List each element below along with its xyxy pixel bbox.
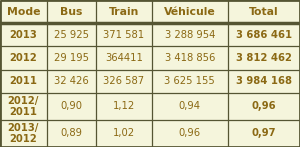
Bar <box>228 23 300 46</box>
Text: Véhicule: Véhicule <box>164 7 216 17</box>
Bar <box>152 70 228 93</box>
Text: 2011: 2011 <box>9 76 37 86</box>
Text: 0,89: 0,89 <box>60 128 82 138</box>
Text: 2012/
2011: 2012/ 2011 <box>8 96 39 117</box>
Bar <box>228 0 300 23</box>
Text: 1,12: 1,12 <box>112 101 135 111</box>
Bar <box>152 93 228 120</box>
Text: 25 925: 25 925 <box>54 30 89 40</box>
Bar <box>0 70 46 93</box>
Text: 3 625 155: 3 625 155 <box>164 76 215 86</box>
Text: 2013: 2013 <box>9 30 37 40</box>
Bar <box>228 46 300 70</box>
Bar <box>228 93 300 120</box>
Text: Mode: Mode <box>7 7 40 17</box>
Text: 1,02: 1,02 <box>113 128 135 138</box>
Text: 3 288 954: 3 288 954 <box>165 30 215 40</box>
Bar <box>152 120 228 147</box>
Bar <box>152 46 228 70</box>
Bar <box>0 93 46 120</box>
Bar <box>152 0 228 23</box>
Bar <box>0 23 46 46</box>
Text: 0,96: 0,96 <box>179 128 201 138</box>
Text: 32 426: 32 426 <box>54 76 88 86</box>
Bar <box>96 93 152 120</box>
Bar <box>46 120 96 147</box>
Bar <box>0 46 46 70</box>
Text: 3 418 856: 3 418 856 <box>165 53 215 63</box>
Bar <box>0 120 46 147</box>
Text: 0,96: 0,96 <box>252 101 276 111</box>
Text: 2013/
2012: 2013/ 2012 <box>8 123 39 144</box>
Text: 0,97: 0,97 <box>252 128 276 138</box>
Bar <box>96 120 152 147</box>
Bar <box>46 0 96 23</box>
Text: 29 195: 29 195 <box>54 53 89 63</box>
Bar <box>96 0 152 23</box>
Bar <box>96 70 152 93</box>
Text: 326 587: 326 587 <box>103 76 144 86</box>
Bar <box>46 93 96 120</box>
Text: 3 686 461: 3 686 461 <box>236 30 292 40</box>
Bar <box>96 46 152 70</box>
Bar <box>46 70 96 93</box>
Text: 3 984 168: 3 984 168 <box>236 76 292 86</box>
Text: 371 581: 371 581 <box>103 30 144 40</box>
Bar <box>228 120 300 147</box>
Bar <box>152 23 228 46</box>
Bar <box>46 46 96 70</box>
Text: 364411: 364411 <box>105 53 143 63</box>
Text: 3 812 462: 3 812 462 <box>236 53 292 63</box>
Text: Bus: Bus <box>60 7 82 17</box>
Bar <box>46 23 96 46</box>
Text: Train: Train <box>109 7 139 17</box>
Text: Total: Total <box>249 7 279 17</box>
Text: 2012: 2012 <box>9 53 37 63</box>
Bar <box>96 23 152 46</box>
Text: 0,90: 0,90 <box>60 101 82 111</box>
Bar <box>228 70 300 93</box>
Text: 0,94: 0,94 <box>179 101 201 111</box>
Bar <box>0 0 46 23</box>
